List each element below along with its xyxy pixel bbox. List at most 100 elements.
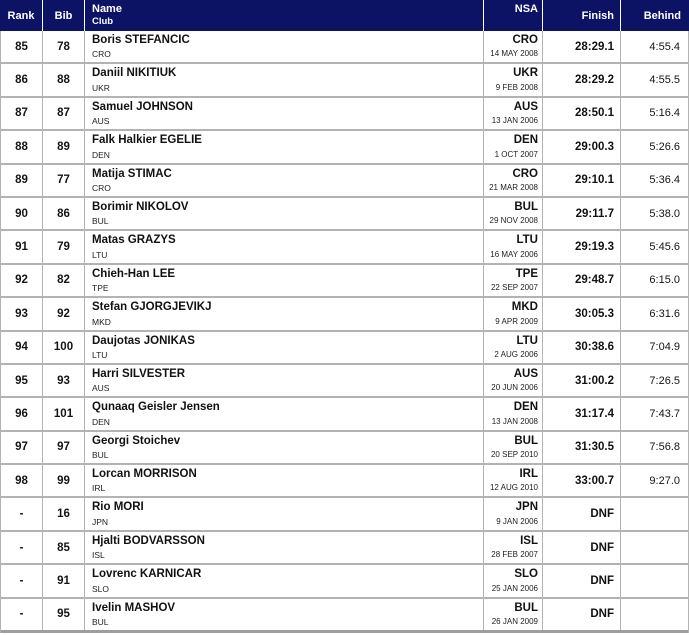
- rank-value: 92: [15, 274, 28, 287]
- bib-value: 82: [57, 274, 70, 287]
- bib-value: 99: [57, 474, 70, 487]
- finish-cell: 29:10.1: [542, 164, 620, 196]
- nsa-code: ISL: [520, 534, 538, 547]
- birthdate: 13 JAN 2008: [491, 416, 538, 426]
- bib-value: 16: [57, 508, 70, 521]
- name-cell: Boris STEFANCIC CRO: [84, 31, 483, 63]
- nsa-cell: IRL 12 AUG 2010: [483, 465, 542, 497]
- nsa-code: CRO: [512, 34, 538, 46]
- bib-value: 85: [57, 541, 70, 554]
- nsa-cell: DEN 13 JAN 2008: [483, 398, 542, 430]
- finish-header-label: Finish: [581, 9, 614, 22]
- bib-value: 89: [57, 140, 70, 153]
- birthdate: 25 JAN 2006: [491, 583, 538, 593]
- behind-cell: 4:55.4: [620, 31, 688, 63]
- bib-value: 86: [57, 207, 70, 220]
- rank-value: 89: [15, 174, 28, 187]
- rank-cell: -: [1, 498, 42, 529]
- birthdate: 20 JUN 2006: [491, 383, 538, 393]
- rank-value: 87: [15, 107, 28, 120]
- bib-value: 91: [57, 574, 70, 587]
- bib-cell: 95: [42, 598, 84, 631]
- rank-cell: 89: [1, 165, 42, 196]
- name-header-label: Name: [92, 3, 122, 15]
- table-body: 85 78 Boris STEFANCIC CRO CRO 14 MAY 200…: [0, 31, 689, 634]
- birthdate: 29 NOV 2008: [489, 216, 538, 226]
- athlete-name: Matija STIMAC: [92, 167, 172, 180]
- finish-time: 28:29.1: [574, 40, 614, 53]
- behind-time: 6:31.6: [649, 307, 680, 320]
- nsa-code: CRO: [512, 167, 538, 180]
- nsa-cell: AUS 13 JAN 2006: [483, 97, 542, 130]
- bib-cell: 77: [42, 164, 84, 196]
- athlete-name: Rio MORI: [92, 501, 144, 514]
- nsa-code: BUL: [514, 200, 538, 213]
- bib-cell: 85: [42, 531, 84, 564]
- birthdate: 1 OCT 2007: [494, 149, 538, 159]
- athlete-name: Samuel JOHNSON: [92, 100, 193, 113]
- rank-cell: 88: [1, 131, 42, 162]
- behind-time: 6:15.0: [649, 274, 680, 287]
- name-cell: Matija STIMAC CRO: [84, 164, 483, 196]
- bib-cell: 92: [42, 298, 84, 330]
- rank-value: 90: [15, 207, 28, 220]
- bib-value: 101: [53, 407, 74, 420]
- finish-time: 28:29.2: [574, 74, 614, 87]
- rank-value: 95: [15, 374, 28, 387]
- athlete-name: Chieh-Han LEE: [92, 267, 176, 280]
- behind-cell: 6:31.6: [620, 298, 688, 330]
- athlete-club: AUS: [92, 383, 110, 394]
- name-cell: Samuel JOHNSON AUS: [84, 97, 483, 130]
- finish-cell: DNF: [542, 531, 620, 564]
- athlete-name: Lovrenc KARNICAR: [92, 568, 202, 581]
- finish-time: 31:30.5: [574, 441, 614, 454]
- table-row: 86 88 Daniil NIKITIUK UKR UKR 9 FEB 2008…: [1, 64, 688, 98]
- finish-time: DNF: [590, 608, 614, 621]
- nsa-cell: BUL 29 NOV 2008: [483, 197, 542, 230]
- nsa-code: MKD: [511, 301, 538, 314]
- finish-cell: DNF: [542, 498, 620, 530]
- nsa-cell: MKD 9 APR 2009: [483, 298, 542, 330]
- finish-cell: 29:48.7: [542, 264, 620, 297]
- rank-cell: 93: [1, 298, 42, 329]
- nsa-cell: TPE 22 SEP 2007: [483, 264, 542, 297]
- finish-time: 33:00.7: [574, 474, 614, 487]
- table-row: 93 92 Stefan GJORGJEVIKJ MKD MKD 9 APR 2…: [1, 298, 688, 332]
- bib-cell: 88: [42, 64, 84, 96]
- behind-time: 5:26.6: [649, 140, 680, 153]
- rank-value: 91: [15, 241, 28, 254]
- finish-cell: 28:50.1: [542, 97, 620, 130]
- name-cell: Matas GRAZYS LTU: [84, 231, 483, 263]
- bib-value: 100: [53, 341, 74, 354]
- behind-cell: [620, 531, 688, 564]
- finish-time: DNF: [590, 508, 614, 521]
- birthdate: 26 JAN 2009: [491, 617, 538, 627]
- behind-cell: 5:36.4: [620, 164, 688, 196]
- bib-value: 79: [57, 241, 70, 254]
- nsa-cell: CRO 14 MAY 2008: [483, 31, 542, 63]
- column-header-rank: Rank: [0, 0, 42, 31]
- finish-time: 30:38.6: [574, 341, 614, 354]
- rank-header-label: Rank: [7, 9, 35, 22]
- athlete-name: Daniil NIKITIUK: [92, 67, 177, 80]
- table-row: 96 101 Qunaaq Geisler Jensen DEN DEN 13 …: [1, 398, 688, 432]
- table-row: 88 89 Falk Halkier EGELIE DEN DEN 1 OCT …: [1, 131, 688, 165]
- table-row: 98 99 Lorcan MORRISON IRL IRL 12 AUG 201…: [1, 465, 688, 499]
- bib-cell: 16: [42, 498, 84, 530]
- rank-cell: -: [1, 532, 42, 563]
- athlete-club: IRL: [92, 483, 106, 494]
- bib-cell: 91: [42, 565, 84, 597]
- athlete-club: JPN: [92, 516, 109, 527]
- bib-value: 92: [57, 307, 70, 320]
- behind-header-label: Behind: [643, 9, 681, 22]
- finish-time: 29:00.3: [574, 140, 614, 153]
- name-cell: Falk Halkier EGELIE DEN: [84, 131, 483, 163]
- behind-cell: 5:26.6: [620, 131, 688, 163]
- rank-value: -: [19, 574, 24, 587]
- nsa-code: BUL: [514, 601, 538, 614]
- athlete-name: Boris STEFANCIC: [92, 34, 190, 46]
- rank-value: -: [19, 608, 24, 621]
- rank-value: 98: [15, 474, 28, 487]
- athlete-club: BUL: [92, 617, 109, 628]
- bib-cell: 86: [42, 197, 84, 230]
